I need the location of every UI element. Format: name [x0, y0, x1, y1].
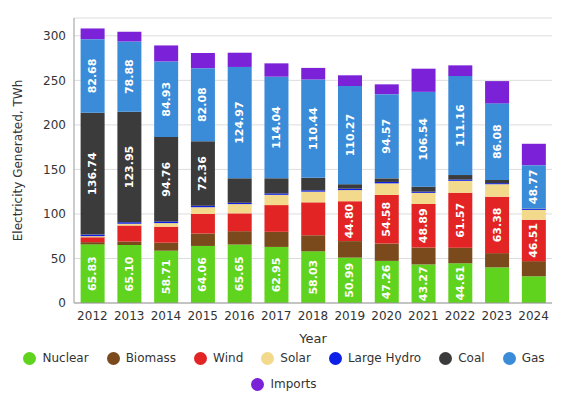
svg-text:78.88: 78.88	[123, 59, 136, 94]
svg-text:82.68: 82.68	[86, 59, 99, 94]
svg-text:124.97: 124.97	[233, 101, 246, 143]
html-text:Coal: Coal	[458, 351, 485, 365]
svg-text:2020: 2020	[371, 309, 402, 323]
svg-text:2015: 2015	[187, 309, 218, 323]
svg-text:61.57: 61.57	[454, 203, 467, 238]
svg-text:2021: 2021	[408, 309, 439, 323]
svg-text:64.06: 64.06	[196, 257, 209, 292]
svg-text:65.65: 65.65	[233, 256, 246, 291]
svg-text:200: 200	[43, 118, 66, 132]
svg-text:250: 250	[43, 74, 66, 88]
svg-text:100: 100	[43, 207, 66, 221]
svg-text:Year: Year	[298, 331, 327, 346]
svg-text:94.76: 94.76	[160, 162, 173, 197]
svg-text:46.51: 46.51	[527, 223, 540, 258]
svg-text:50.99: 50.99	[344, 263, 357, 298]
svg-text:2012: 2012	[77, 309, 108, 323]
svg-text:2018: 2018	[298, 309, 329, 323]
svg-text:2024: 2024	[518, 309, 549, 323]
svg-text:58.71: 58.71	[160, 259, 173, 294]
svg-text:2016: 2016	[224, 309, 255, 323]
svg-text:123.95: 123.95	[123, 146, 136, 188]
html-text:Wind: Wind	[213, 351, 244, 365]
svg-text:84.93: 84.93	[160, 82, 173, 117]
svg-text:48.77: 48.77	[527, 169, 540, 204]
svg-text:110.27: 110.27	[344, 114, 357, 156]
html-text:Imports: Imports	[270, 377, 317, 391]
svg-text:63.38: 63.38	[491, 208, 504, 243]
svg-text:111.16: 111.16	[454, 104, 467, 147]
svg-text:62.95: 62.95	[270, 258, 283, 293]
svg-text:2023: 2023	[482, 309, 513, 323]
svg-text:136.74: 136.74	[86, 152, 99, 195]
html-text:Large Hydro: Large Hydro	[347, 351, 422, 365]
svg-text:86.08: 86.08	[491, 124, 504, 159]
svg-text:Electricity Generated, TWh: Electricity Generated, TWh	[11, 80, 25, 242]
svg-text:2014: 2014	[151, 309, 182, 323]
html-text:Solar: Solar	[280, 351, 311, 365]
svg-text:94.57: 94.57	[380, 119, 393, 154]
svg-text:72.36: 72.36	[196, 156, 209, 191]
svg-text:44.61: 44.61	[454, 266, 467, 301]
svg-text:2017: 2017	[261, 309, 292, 323]
svg-text:54.58: 54.58	[380, 202, 393, 237]
svg-text:2013: 2013	[114, 309, 145, 323]
svg-text:50: 50	[51, 252, 66, 266]
svg-text:47.26: 47.26	[380, 264, 393, 299]
svg-text:114.04: 114.04	[270, 106, 283, 149]
svg-text:58.03: 58.03	[307, 260, 320, 295]
html-text:Nuclear: Nuclear	[42, 351, 89, 365]
svg-text:150: 150	[43, 163, 66, 177]
svg-text:65.83: 65.83	[86, 256, 99, 291]
html-text:Biomass: Biomass	[125, 351, 177, 365]
svg-text:0: 0	[58, 296, 66, 310]
svg-text:300: 300	[43, 29, 66, 43]
svg-text:2022: 2022	[445, 309, 476, 323]
svg-text:43.27: 43.27	[417, 266, 430, 301]
svg-text:82.08: 82.08	[196, 87, 209, 122]
svg-text:65.10: 65.10	[123, 256, 136, 291]
svg-text:2019: 2019	[334, 309, 365, 323]
html-text:Gas: Gas	[521, 351, 545, 365]
svg-text:106.54: 106.54	[417, 118, 430, 161]
svg-text:48.89: 48.89	[417, 208, 430, 243]
svg-text:110.44: 110.44	[307, 107, 320, 150]
svg-text:44.80: 44.80	[344, 203, 357, 238]
